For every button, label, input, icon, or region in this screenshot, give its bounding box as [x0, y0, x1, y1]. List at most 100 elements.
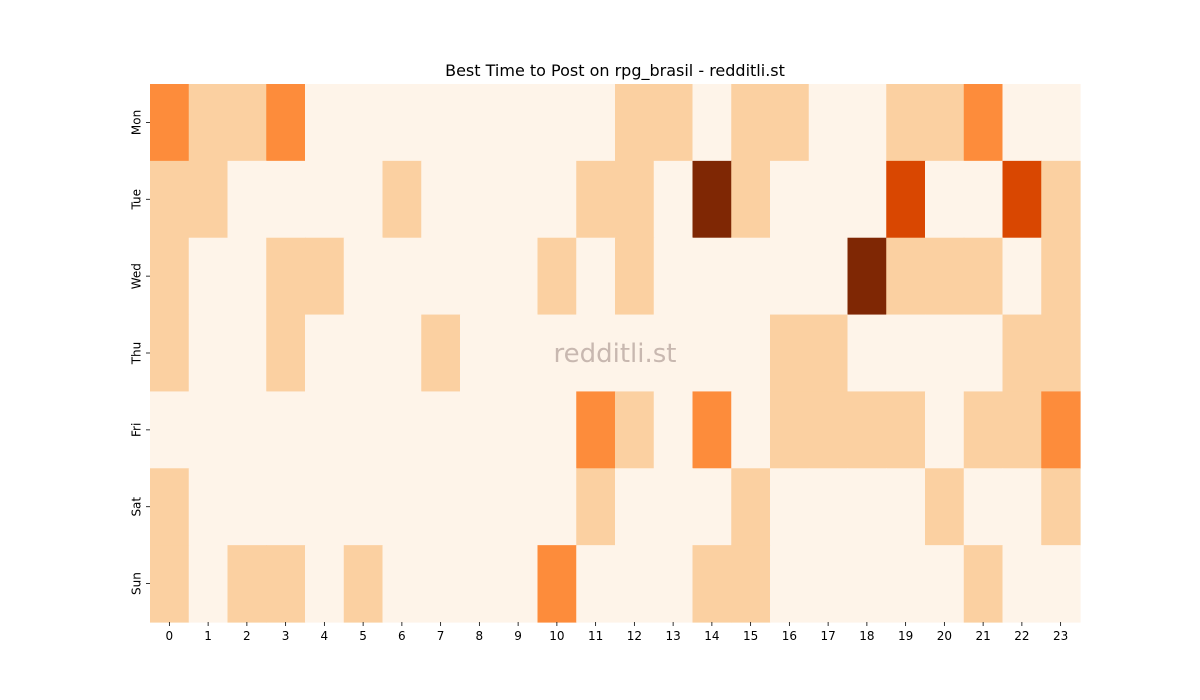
x-tick-label: 19: [898, 629, 913, 643]
heatmap-cell: [925, 84, 965, 162]
heatmap-cell: [886, 468, 926, 546]
heatmap-cell: [460, 468, 500, 546]
y-axis: Mon Tue Wed Thu Fri Sat Sun: [130, 110, 150, 595]
heatmap-cell: [653, 237, 694, 316]
heatmap-cell: [808, 545, 849, 623]
x-tick-label: 2: [243, 629, 251, 643]
heatmap-cell: [770, 545, 810, 623]
heatmap-cell: [188, 391, 229, 469]
heatmap-cell: [305, 545, 345, 623]
heatmap-cell: [576, 391, 616, 469]
heatmap-cell: [808, 160, 849, 239]
heatmap-cell: [150, 468, 190, 546]
heatmap-cell: [150, 391, 190, 469]
x-tick-label: 9: [514, 629, 522, 643]
heatmap-cell: [188, 84, 229, 162]
x-tick-label: 13: [665, 629, 680, 643]
heatmap-cell: [460, 237, 500, 316]
heatmap-cell: [808, 84, 849, 162]
x-tick-label: 3: [282, 629, 290, 643]
y-tick-label: Fri: [130, 423, 144, 437]
heatmap-cell: [692, 237, 732, 316]
heatmap-cell: [770, 314, 810, 393]
heatmap-cell: [731, 391, 771, 469]
heatmap-cell: [421, 237, 461, 316]
heatmap-cell: [537, 237, 577, 316]
x-tick-label: 17: [820, 629, 835, 643]
heatmap-cell: [576, 237, 616, 316]
y-tick-label: Tue: [130, 189, 144, 211]
heatmap-cell: [227, 391, 267, 469]
x-tick-label: 23: [1053, 629, 1068, 643]
heatmap-cell: [615, 468, 655, 546]
x-axis: 0 1 2 3 4 5 6 7 8 9 10 11 12 13 14 15 16 17 18 19 20 21 22 23: [166, 622, 1068, 643]
heatmap-cell: [847, 314, 887, 393]
heatmap-cell: [498, 545, 539, 623]
x-tick-label: 22: [1014, 629, 1029, 643]
heatmap-cell: [382, 84, 422, 162]
heatmap-cell: [421, 468, 461, 546]
heatmap-cell: [537, 545, 577, 623]
heatmap-cell: [537, 84, 577, 162]
chart-title: Best Time to Post on rpg_brasil - reddit…: [445, 61, 785, 81]
heatmap-cell: [731, 160, 771, 239]
heatmap-cell: [343, 84, 384, 162]
heatmap-cell: [808, 314, 849, 393]
heatmap-cell: [188, 545, 229, 623]
heatmap-cell: [343, 468, 384, 546]
heatmap-cell: [1002, 545, 1042, 623]
heatmap-cell: [847, 391, 887, 469]
heatmap-cell: [305, 391, 345, 469]
heatmap-cell: [537, 160, 577, 239]
x-tick-label: 14: [704, 629, 719, 643]
heatmap-cell: [770, 237, 810, 316]
heatmap-cell: [847, 237, 887, 316]
heatmap-cell: [770, 160, 810, 239]
heatmap-cell: [925, 468, 965, 546]
heatmap-cell: [460, 160, 500, 239]
heatmap-cell: [1041, 160, 1081, 239]
heatmap-cell: [188, 468, 229, 546]
x-tick-label: 4: [321, 629, 329, 643]
x-tick-label: 21: [975, 629, 990, 643]
heatmap-cell: [227, 160, 267, 239]
heatmap-cell: [692, 468, 732, 546]
heatmap-cell: [343, 160, 384, 239]
heatmap-cell: [731, 84, 771, 162]
heatmap-cell: [1002, 84, 1042, 162]
heatmap-cell: [1041, 84, 1081, 162]
heatmap-cell: [1041, 391, 1081, 469]
heatmap-cell: [498, 160, 539, 239]
heatmap-cell: [227, 314, 267, 393]
heatmap-cell: [1002, 237, 1042, 316]
heatmap-cell: [421, 314, 461, 393]
heatmap-cell: [266, 160, 306, 239]
heatmap-cell: [808, 468, 849, 546]
x-tick-label: 0: [166, 629, 174, 643]
heatmap-cell: [1002, 468, 1042, 546]
x-tick-label: 11: [588, 629, 603, 643]
heatmap-cell: [498, 237, 539, 316]
heatmap-cell: [886, 237, 926, 316]
heatmap-cell: [421, 84, 461, 162]
x-tick-label: 6: [398, 629, 406, 643]
heatmap-cell: [692, 84, 732, 162]
heatmap-cell: [963, 84, 1004, 162]
heatmap-cell: [576, 160, 616, 239]
heatmap-cell: [382, 314, 422, 393]
heatmap-cell: [653, 160, 694, 239]
heatmap-cell: [421, 160, 461, 239]
heatmap-cell: [150, 237, 190, 316]
heatmap-cell: [963, 391, 1004, 469]
heatmap-cell: [227, 237, 267, 316]
heatmap-cell: [266, 84, 306, 162]
heatmap-cell: [615, 84, 655, 162]
y-tick-label: Mon: [130, 110, 144, 135]
heatmap-cell: [692, 545, 732, 623]
y-tick-label: Sun: [130, 572, 144, 595]
heatmap-cell: [498, 391, 539, 469]
heatmap-cell: [847, 468, 887, 546]
y-tick-label: Wed: [130, 263, 144, 289]
heatmap-cell: [886, 545, 926, 623]
heatmap-cell: [808, 391, 849, 469]
